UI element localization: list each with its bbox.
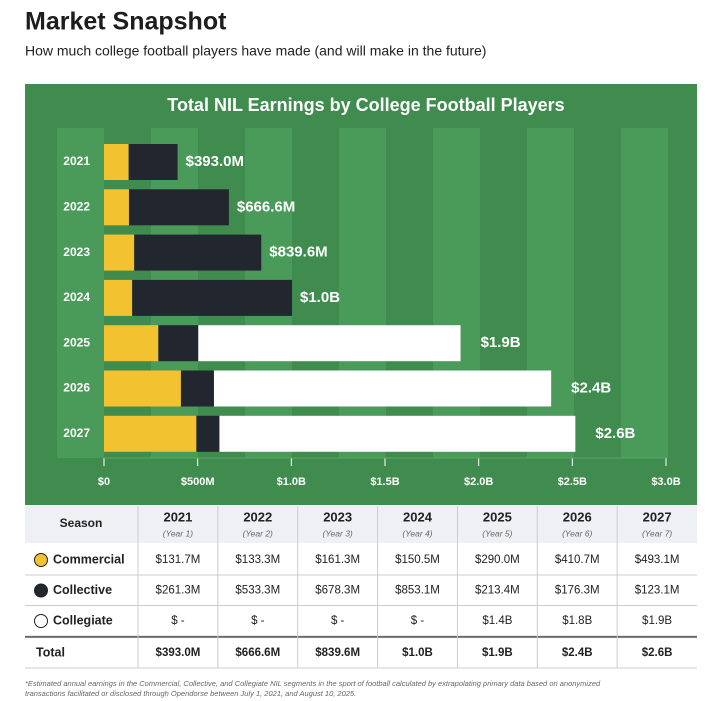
table-cell: $161.3M — [315, 554, 360, 566]
table-cell: $2.6B — [642, 647, 673, 659]
legend-swatch — [34, 614, 48, 628]
table-year: 2022 — [243, 509, 272, 524]
total-label: $1.0B — [300, 289, 340, 306]
bar-segment — [213, 370, 552, 407]
y-tick-label: 2021 — [63, 154, 90, 168]
y-tick-label: 2025 — [63, 335, 90, 349]
table-cell: $ - — [411, 615, 425, 627]
table-year-note: (Year 6) — [562, 528, 592, 538]
bar-segment — [104, 370, 181, 407]
total-label: $1.9B — [481, 334, 521, 351]
bar-segment — [158, 325, 199, 362]
table-cell: $678.3M — [315, 585, 360, 597]
table-cell: $1.0B — [402, 647, 433, 659]
table-cell: $1.9B — [482, 647, 513, 659]
total-label: $2.4B — [571, 379, 611, 396]
table-cell: $133.3M — [235, 554, 280, 566]
bar-segment — [219, 415, 576, 452]
table-year: 2025 — [483, 509, 512, 524]
table-cell: $290.0M — [475, 554, 520, 566]
table-year: 2023 — [323, 509, 352, 524]
table-cell: $393.0M — [156, 647, 201, 659]
y-tick-label: 2026 — [63, 381, 90, 395]
table-cell: $853.1M — [395, 585, 440, 597]
table-year-note: (Year 3) — [323, 528, 353, 538]
legend-swatch — [34, 553, 48, 567]
x-tick-label: $500M — [181, 476, 215, 488]
x-tick-label: $2.5B — [558, 476, 587, 488]
legend-label: Collective — [53, 583, 112, 597]
table-cell: $150.5M — [395, 554, 440, 566]
bar-segment — [104, 144, 129, 180]
page-subtitle: How much college football players have m… — [25, 43, 486, 59]
y-tick-label: 2027 — [63, 426, 90, 440]
table-year-note: (Year 7) — [642, 528, 672, 538]
total-label: $666.6M — [237, 198, 295, 215]
table-cell: $ - — [331, 615, 345, 627]
table-cell: $123.1M — [635, 585, 680, 597]
bar-segment — [104, 189, 129, 226]
table-year: 2027 — [643, 509, 672, 524]
table-header: Season — [60, 516, 103, 530]
bar-segment — [104, 325, 159, 362]
x-tick-label: $3.0B — [651, 476, 680, 488]
table-cell: $2.4B — [562, 647, 593, 659]
bar-segment — [132, 279, 293, 316]
y-tick-label: 2023 — [63, 245, 90, 259]
total-label: $393.0M — [186, 153, 244, 170]
bar-segment — [196, 415, 220, 452]
table-year-note: (Year 5) — [482, 528, 512, 538]
table-cell: $131.7M — [156, 554, 201, 566]
table-cell: $1.8B — [562, 615, 592, 627]
x-tick-label: $2.0B — [464, 476, 493, 488]
table-year: 2024 — [403, 509, 433, 524]
x-tick-label: $0 — [98, 476, 110, 488]
table-cell: $839.6M — [315, 647, 360, 659]
footnote: *Estimated annual earnings in the Commer… — [25, 679, 601, 688]
page-title: Market Snapshot — [25, 8, 227, 36]
table-cell: $533.3M — [235, 585, 280, 597]
total-label: $2.6B — [595, 425, 635, 442]
bar-segment — [128, 144, 178, 180]
table-year-note: (Year 4) — [402, 528, 432, 538]
bar-segment — [180, 370, 214, 407]
bar-segment — [104, 234, 135, 271]
table-cell: $410.7M — [555, 554, 600, 566]
table-cell: $176.3M — [555, 585, 600, 597]
legend-label: Collegiate — [53, 613, 113, 627]
table-year-note: (Year 2) — [243, 528, 273, 538]
y-tick-label: 2022 — [63, 199, 90, 213]
table-cell: $213.4M — [475, 585, 520, 597]
bar-segment — [128, 189, 229, 226]
y-tick-label: 2024 — [63, 290, 90, 304]
bar-segment — [104, 279, 133, 316]
table-cell: $ - — [251, 615, 265, 627]
table-cell: $261.3M — [156, 585, 201, 597]
bar-segment — [134, 234, 262, 271]
bar-segment — [198, 325, 461, 362]
table-year: 2026 — [563, 509, 592, 524]
chart-title: Total NIL Earnings by College Football P… — [167, 95, 564, 115]
table-header-bg — [25, 506, 697, 543]
x-tick-label: $1.0B — [277, 476, 306, 488]
legend-swatch — [34, 583, 48, 598]
table-cell: $493.1M — [635, 554, 680, 566]
table-cell: $666.6M — [235, 647, 280, 659]
legend-label: Commercial — [53, 552, 125, 566]
table-cell: $ - — [171, 615, 185, 627]
footnote: transactions facilitated or disclosed th… — [25, 689, 356, 698]
x-tick-label: $1.5B — [370, 476, 399, 488]
total-label: $839.6M — [269, 244, 327, 261]
table-year: 2021 — [163, 509, 192, 524]
bar-segment — [104, 415, 197, 452]
table-total-label: Total — [36, 645, 65, 659]
table-cell: $1.9B — [642, 615, 672, 627]
table-cell: $1.4B — [482, 615, 512, 627]
table-year-note: (Year 1) — [163, 528, 193, 538]
